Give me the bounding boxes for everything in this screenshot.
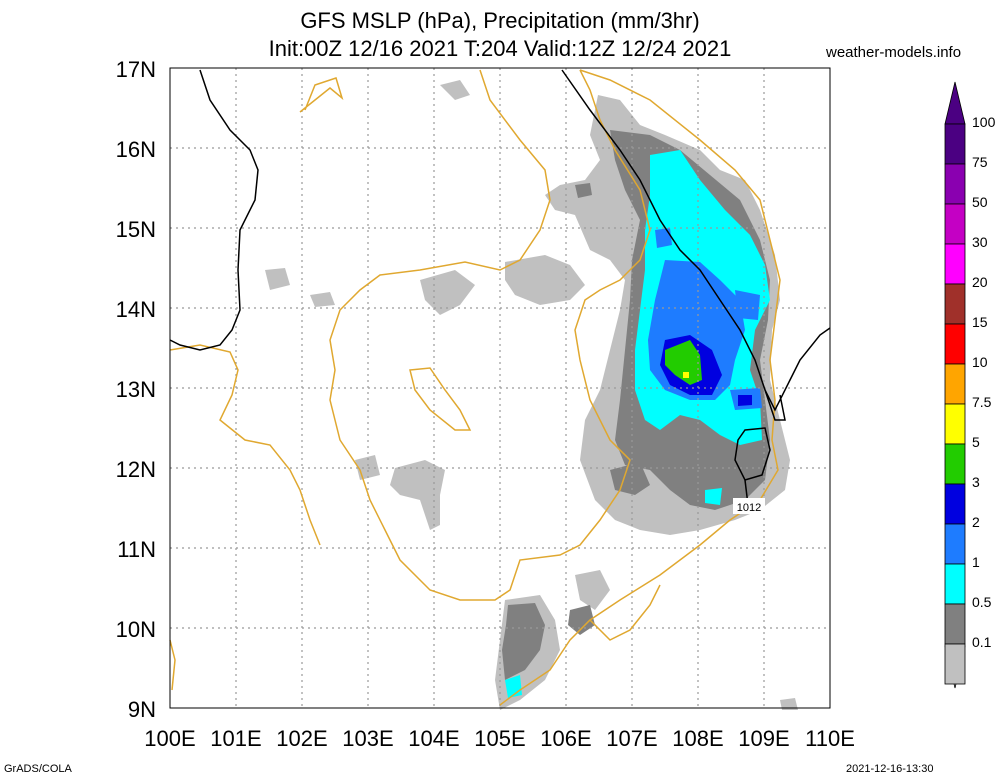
chart-title: GFS MSLP (hPa), Precipitation (mm/3hr) — [300, 8, 700, 33]
graticule — [170, 68, 830, 708]
colorbar-box — [944, 483, 966, 525]
site-credit: weather-models.info — [826, 44, 962, 61]
lon-label: 109E — [738, 726, 790, 751]
isobars — [169, 69, 831, 506]
lat-label: 12N — [115, 457, 156, 482]
colorbar-label: 10 — [972, 354, 988, 370]
colorbar-label: 2 — [972, 514, 980, 530]
colorbar-label: 1 — [972, 554, 980, 570]
colorbar-box — [944, 563, 966, 605]
colorbar-top-arrow — [944, 81, 966, 125]
lon-label: 108E — [672, 726, 724, 751]
colorbar-box — [944, 523, 966, 565]
precip-field — [265, 80, 798, 710]
precip-5 — [665, 340, 702, 385]
lon-label: 101E — [210, 726, 262, 751]
colorbar-label: 7.5 — [972, 394, 992, 410]
colorbar-box — [944, 443, 966, 485]
footer-timestamp: 2021-12-16-13:30 — [846, 763, 934, 775]
colorbar-label: 0.5 — [972, 594, 992, 610]
colorbar-box — [944, 403, 966, 445]
lat-label: 14N — [115, 297, 156, 322]
colorbar-box — [944, 603, 966, 645]
lat-label: 11N — [117, 537, 156, 562]
colorbar — [944, 81, 966, 689]
colorbar-box — [944, 643, 966, 685]
lat-label: 10N — [115, 617, 156, 642]
chart-subtitle: Init:00Z 12/16 2021 T:204 Valid:12Z 12/2… — [268, 36, 732, 61]
lon-label: 103E — [342, 726, 394, 751]
colorbar-box — [944, 323, 966, 365]
lat-label: 9N — [127, 697, 156, 722]
colorbar-box — [944, 163, 966, 205]
colorbar-box — [944, 123, 966, 165]
coastlines-borders — [169, 69, 781, 706]
isobar-label-bg — [733, 498, 765, 514]
lat-label: 16N — [115, 137, 156, 162]
lat-label: 15N — [115, 217, 156, 242]
lon-label: 110E — [805, 726, 855, 751]
lon-label: 105E — [474, 726, 526, 751]
lat-label: 17N — [115, 57, 156, 82]
isobar-label: 1012 — [737, 502, 761, 514]
lon-label: 107E — [606, 726, 658, 751]
colorbar-label: 100 — [972, 114, 996, 130]
precip-2 — [655, 228, 672, 248]
map-frame — [169, 67, 831, 709]
colorbar-box — [944, 363, 966, 405]
colorbar-label: 5 — [972, 434, 980, 450]
lon-label: 106E — [540, 726, 592, 751]
colorbar-box — [944, 243, 966, 285]
colorbar-label: 20 — [972, 274, 988, 290]
colorbar-label: 30 — [972, 234, 988, 250]
colorbar-label: 15 — [972, 314, 988, 330]
colorbar-box — [944, 283, 966, 325]
footer-credit: GrADS/COLA — [4, 763, 72, 775]
colorbar-label: 75 — [972, 154, 988, 170]
colorbar-label: 0.1 — [972, 634, 992, 650]
colorbar-label: 50 — [972, 194, 988, 210]
lon-label: 104E — [408, 726, 460, 751]
colorbar-label: 3 — [972, 474, 980, 490]
colorbar-box — [944, 203, 966, 245]
lon-label: 100E — [144, 726, 196, 751]
lon-label: 102E — [276, 726, 328, 751]
lat-label: 13N — [115, 377, 156, 402]
